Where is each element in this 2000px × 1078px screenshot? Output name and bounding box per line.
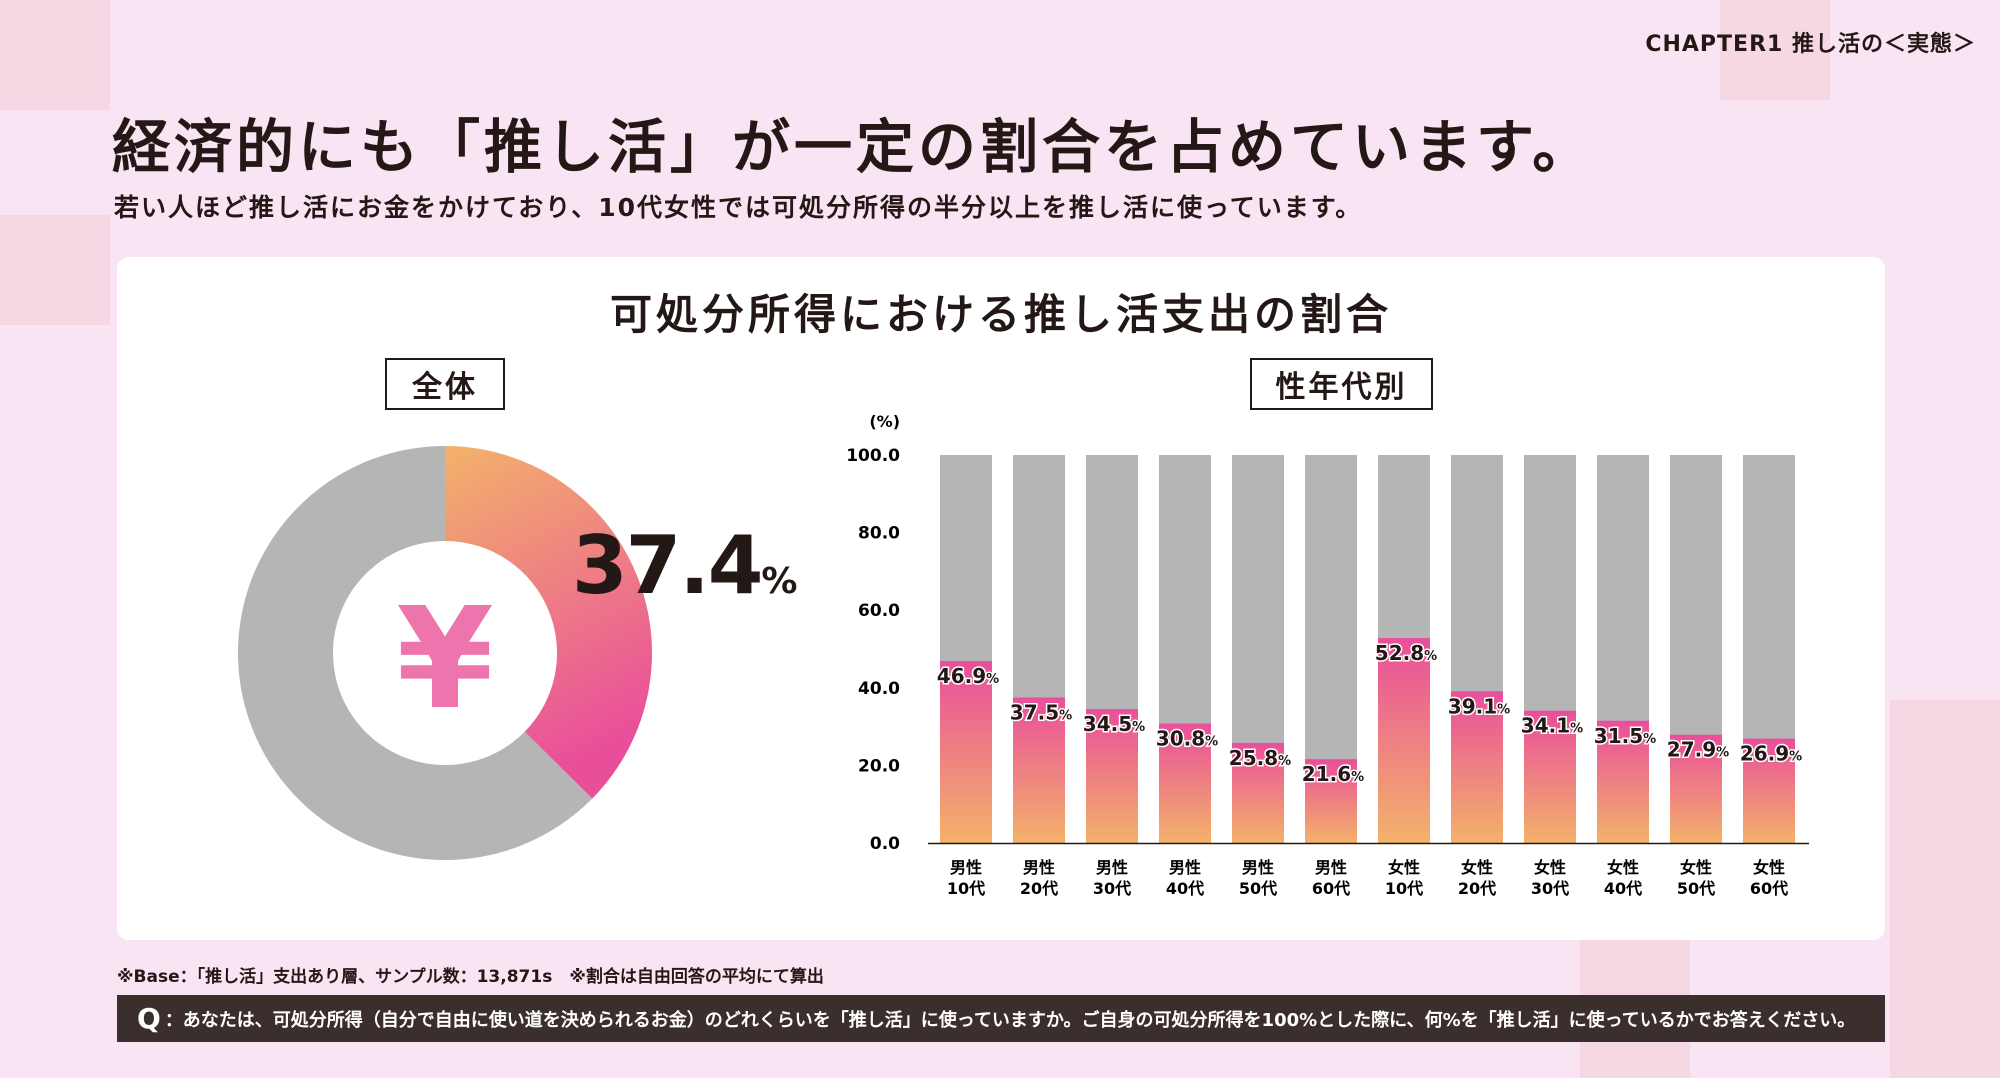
x-tick-label: 10代: [1385, 879, 1423, 898]
x-tick-label: 男性: [1096, 858, 1128, 877]
bg-tile: [1720, 0, 1830, 100]
x-tick-label: 10代: [947, 879, 985, 898]
footnote: ※Base：「推し活」支出あり層、サンプル数：13,871s ※割合は自由回答の…: [117, 967, 824, 987]
x-tick-label: 女性: [1461, 858, 1493, 877]
x-tick-label: 女性: [1534, 858, 1566, 877]
y-tick-label: 100.0: [846, 446, 900, 466]
donut-slice-oshikatsu: [445, 446, 652, 799]
x-tick-label: 30代: [1093, 879, 1131, 898]
bg-tile: [1890, 700, 2000, 1078]
x-tick-label: 女性: [1607, 858, 1639, 877]
x-tick-label: 50代: [1239, 879, 1277, 898]
donut-chart: ¥: [237, 446, 652, 860]
x-tick-label: 男性: [1169, 858, 1201, 877]
overall-value-number: 37.4: [572, 519, 763, 612]
bar: [1305, 759, 1357, 843]
page-title: 経済的にも「推し活」が一定の割合を占めています。: [112, 113, 1595, 181]
bar: [1597, 720, 1649, 843]
chart-card: 可処分所得における推し活支出の割合 全体 性年代別 ¥ 37.4% (%) 0.…: [117, 257, 1885, 940]
chapter-label: CHAPTER1 推し活の＜実態＞: [1645, 32, 1976, 57]
x-tick-label: 40代: [1604, 879, 1642, 898]
bar: [1013, 697, 1065, 843]
x-tick-label: 男性: [1242, 858, 1274, 877]
bg-tile: [0, 0, 110, 110]
bar-chart: (%) 0.020.040.060.080.0100.046.9%男性10代37…: [846, 412, 1809, 898]
bar: [1232, 742, 1284, 843]
x-tick-label: 60代: [1750, 879, 1788, 898]
q-mark: Q: [137, 1002, 161, 1035]
x-tick-label: 50代: [1677, 879, 1715, 898]
overall-value-unit: %: [761, 561, 797, 602]
x-tick-label: 60代: [1312, 879, 1350, 898]
bar: [1670, 734, 1722, 843]
y-tick-label: 40.0: [858, 679, 900, 699]
y-tick-label: 60.0: [858, 601, 900, 621]
bar: [1451, 691, 1503, 843]
x-tick-label: 男性: [1315, 858, 1347, 877]
y-tick-label: 80.0: [858, 524, 900, 544]
x-tick-label: 20代: [1020, 879, 1058, 898]
chart-title: 可処分所得における推し活支出の割合: [609, 290, 1392, 339]
x-tick-label: 30代: [1531, 879, 1569, 898]
page-subtitle: 若い人ほど推し活にお金をかけており、10代女性では可処分所得の半分以上を推し活に…: [114, 193, 1363, 222]
x-tick-label: 40代: [1166, 879, 1204, 898]
overall-value: 37.4%: [572, 519, 797, 612]
bar: [1159, 723, 1211, 843]
bar-value-label: 34.5%: [1083, 712, 1145, 736]
y-axis-unit: (%): [869, 412, 900, 431]
x-tick-label: 男性: [1023, 858, 1055, 877]
x-tick-label: 女性: [1680, 858, 1712, 877]
question-bar: Q ：あなたは、可処分所得（自分で自由に使い道を決められるお金）のどれくらいを「推…: [117, 995, 1885, 1042]
bg-tile: [0, 215, 110, 325]
x-tick-label: 男性: [950, 858, 982, 877]
yen-icon: ¥: [396, 578, 493, 741]
bar: [1524, 710, 1576, 843]
bar: [1743, 738, 1795, 843]
x-tick-label: 女性: [1753, 858, 1785, 877]
y-tick-label: 0.0: [870, 834, 900, 854]
breakdown-label: 性年代別: [1250, 358, 1433, 410]
x-tick-label: 女性: [1388, 858, 1420, 877]
bar-value-label: 46.9%: [937, 664, 999, 688]
overall-label: 全体: [385, 358, 505, 410]
y-tick-label: 20.0: [858, 756, 900, 776]
x-tick-label: 20代: [1458, 879, 1496, 898]
donut-slice-other: [237, 446, 593, 860]
bar: [1378, 638, 1430, 843]
bar: [940, 661, 992, 843]
question-text: ：あなたは、可処分所得（自分で自由に使い道を決められるお金）のどれくらいを「推し…: [164, 1009, 1856, 1031]
bar: [1086, 709, 1138, 843]
